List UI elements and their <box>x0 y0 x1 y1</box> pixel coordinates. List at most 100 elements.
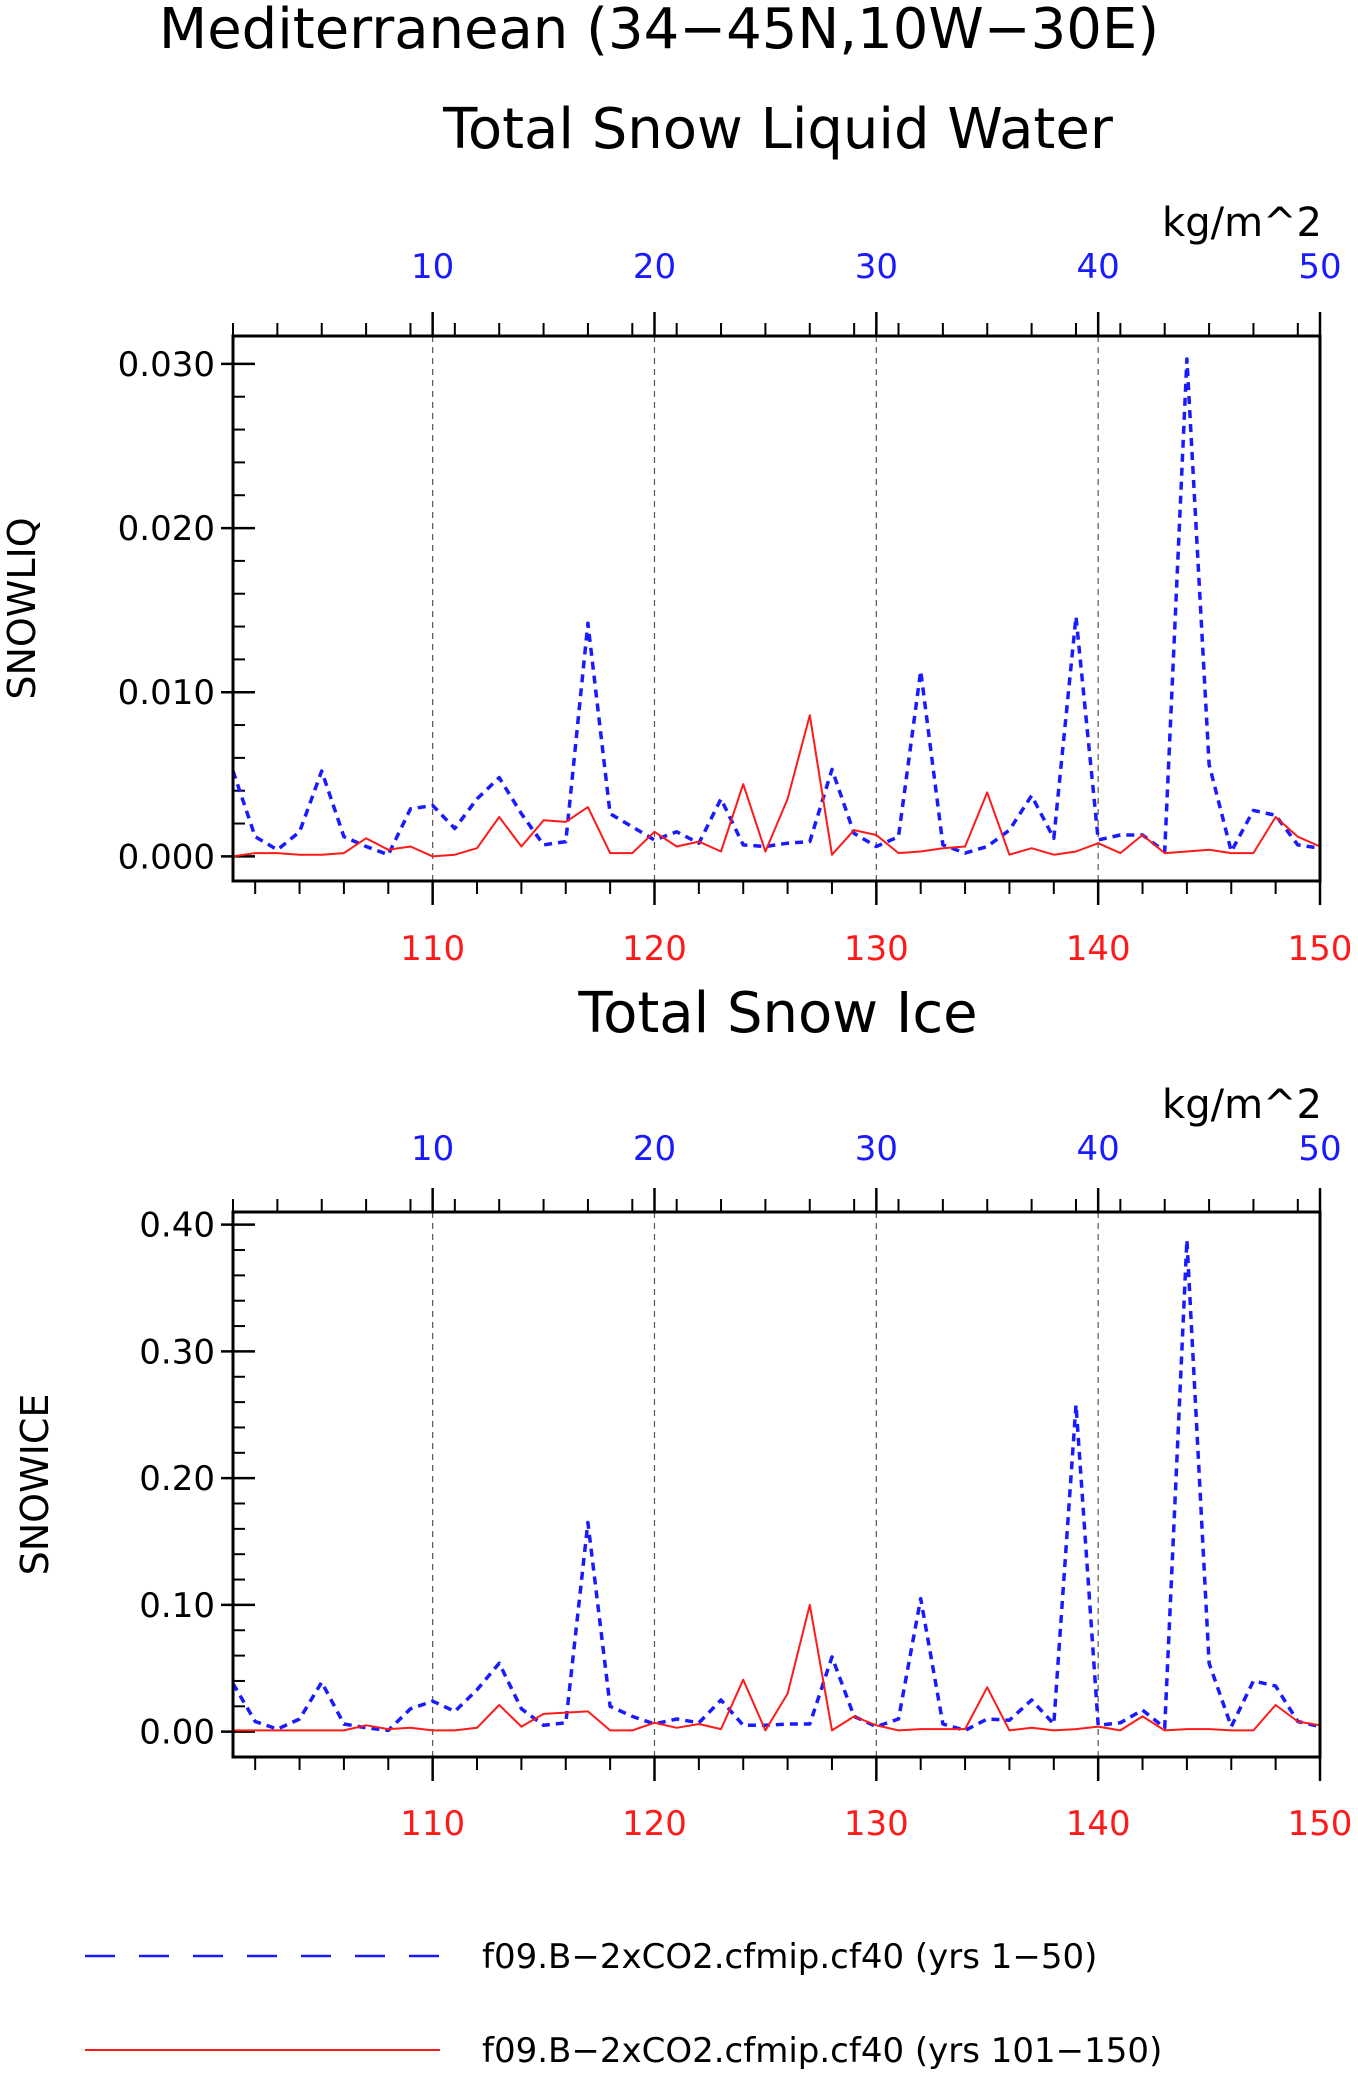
data-point-s1 <box>1297 844 1299 846</box>
data-point-s2 <box>299 854 301 856</box>
figure-title-line1: Mediterranean (34−45N,10W−30E) <box>159 0 1159 62</box>
x-tick-label-bottom: 120 <box>622 1804 687 1844</box>
data-point-s2 <box>321 854 323 856</box>
data-point-s1 <box>787 1723 789 1725</box>
data-point-s1 <box>609 1705 611 1707</box>
data-point-s1 <box>365 1727 367 1729</box>
chart-panel-1: Total Snow Liquid Water kg/m^2 SNOWLIQ 10 20… <box>0 97 1352 969</box>
data-point-s2 <box>898 852 900 854</box>
data-point-s2 <box>1186 851 1188 853</box>
data-point-s1 <box>676 831 678 833</box>
data-point-s2 <box>432 1729 434 1731</box>
data-point-s1 <box>565 1722 567 1724</box>
data-point-s2 <box>1119 852 1121 854</box>
y-tick-label: 0.10 <box>139 1586 215 1626</box>
data-point-s2 <box>631 852 633 854</box>
data-point-s2 <box>432 855 434 857</box>
data-point-s2 <box>1297 836 1299 838</box>
data-point-s1 <box>432 805 434 807</box>
data-point-s2 <box>1008 1729 1010 1731</box>
y-tick-label: 0.020 <box>118 509 215 549</box>
y-tick-label: 0.30 <box>139 1332 215 1372</box>
x-tick-label-top: 30 <box>855 247 898 287</box>
data-point-s1 <box>498 1662 500 1664</box>
data-point-s1 <box>1031 1699 1033 1701</box>
data-point-s1 <box>476 798 478 800</box>
data-point-s2 <box>1275 816 1277 818</box>
x-tick-label-bottom: 150 <box>1288 1804 1353 1844</box>
data-point-s1 <box>1008 1719 1010 1721</box>
y-tick-label: 0.40 <box>139 1206 215 1246</box>
data-point-s2 <box>1230 1729 1232 1731</box>
data-point-s1 <box>942 844 944 846</box>
data-point-s2 <box>764 1729 766 1731</box>
data-point-s1 <box>1008 829 1010 831</box>
data-point-s2 <box>1053 854 1055 856</box>
y-axis-label: SNOWICE <box>13 1394 57 1576</box>
data-point-s2 <box>565 821 567 823</box>
data-point-s2 <box>742 783 744 785</box>
data-point-s1 <box>964 852 966 854</box>
y-tick-label: 0.20 <box>139 1459 215 1499</box>
data-point-s2 <box>1097 1726 1099 1728</box>
data-point-s2 <box>520 1726 522 1728</box>
data-point-s2 <box>1208 849 1210 851</box>
data-point-s2 <box>986 1686 988 1688</box>
data-point-s1 <box>321 770 323 772</box>
data-point-s2 <box>520 846 522 848</box>
data-point-s2 <box>853 829 855 831</box>
data-point-s2 <box>831 1729 833 1731</box>
data-point-s2 <box>986 791 988 793</box>
data-point-s2 <box>387 849 389 851</box>
data-point-s1 <box>1075 1404 1077 1406</box>
data-point-s2 <box>565 1712 567 1714</box>
data-point-s2 <box>365 1724 367 1726</box>
data-point-s1 <box>321 1681 323 1683</box>
data-point-s2 <box>609 852 611 854</box>
data-point-s2 <box>1031 847 1033 849</box>
data-point-s1 <box>831 1656 833 1658</box>
data-point-s1 <box>809 1723 811 1725</box>
data-point-s2 <box>587 1710 589 1712</box>
data-point-s2 <box>1164 1729 1166 1731</box>
data-point-s2 <box>631 1729 633 1731</box>
data-point-s1 <box>587 1522 589 1524</box>
data-point-s2 <box>254 852 256 854</box>
data-point-s1 <box>631 1715 633 1717</box>
data-point-s1 <box>343 836 345 838</box>
data-point-s1 <box>365 846 367 848</box>
data-point-s1 <box>410 808 412 810</box>
data-point-s2 <box>276 852 278 854</box>
data-point-s2 <box>920 851 922 853</box>
x-tick-label-top: 50 <box>1298 247 1341 287</box>
data-point-s1 <box>543 1724 545 1726</box>
data-point-s1 <box>1252 1680 1254 1682</box>
data-point-s1 <box>676 1718 678 1720</box>
plot-frame <box>231 334 1322 883</box>
data-point-s2 <box>654 831 656 833</box>
data-point-s2 <box>387 1728 389 1730</box>
chart-panel-2: Total Snow Ice kg/m^2 SNOWICE 10 20 30 40 50 110… <box>13 981 1352 1844</box>
data-point-s1 <box>986 1718 988 1720</box>
data-point-s1 <box>742 1724 744 1726</box>
x-tick-label-bottom: 120 <box>622 929 687 969</box>
x-tick-label-top: 10 <box>411 1129 454 1169</box>
y-tick-label: 0.010 <box>118 673 215 713</box>
data-point-s1 <box>654 839 656 841</box>
data-point-s2 <box>1097 842 1099 844</box>
data-point-s1 <box>343 1723 345 1725</box>
data-point-s2 <box>476 1727 478 1729</box>
data-point-s1 <box>720 798 722 800</box>
series-line-2 <box>233 1603 1321 1732</box>
data-point-s1 <box>764 1724 766 1726</box>
data-point-s1 <box>454 828 456 830</box>
data-point-s1 <box>410 1708 412 1710</box>
data-point-s2 <box>343 1729 345 1731</box>
legend: f09.B−2xCO2.cfmip.cf40 (yrs 1−50) f09.B−… <box>85 1937 1162 2071</box>
data-point-s1 <box>498 777 500 779</box>
data-point-s1 <box>1053 837 1055 839</box>
data-point-s1 <box>565 841 567 843</box>
y-tick-label: 0.00 <box>139 1713 215 1753</box>
data-point-s2 <box>609 1729 611 1731</box>
data-point-s1 <box>543 844 545 846</box>
